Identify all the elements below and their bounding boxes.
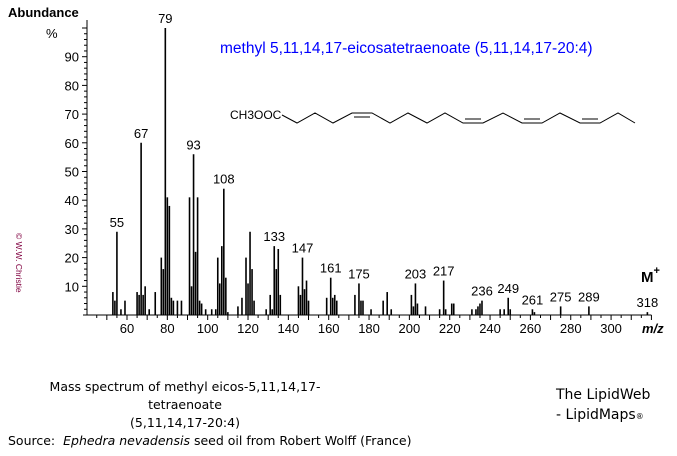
x-tick-label: 180 [358, 321, 380, 336]
peak-label-261: 261 [522, 292, 544, 307]
peak-label-203: 203 [405, 266, 427, 281]
source-line: Source: Ephedra nevadensis seed oil from… [8, 433, 411, 448]
registered-mark: ® [635, 412, 644, 421]
copyright-text: © W.W. Christie [14, 233, 24, 293]
molecular-ion-label: M+ [641, 265, 660, 286]
peak-label-275: 275 [550, 289, 572, 304]
brand-line-1: The LipidWeb [556, 387, 651, 403]
y-tick-label: 60 [65, 136, 79, 151]
structure-label: CH3OOC [230, 108, 282, 122]
y-tick-label: 30 [65, 222, 79, 237]
x-tick-label: 200 [399, 321, 421, 336]
brand: The LipidWeb - LipidMaps® [556, 385, 650, 427]
x-tick-label: 280 [560, 321, 582, 336]
brand-line-2: - LipidMaps® [556, 405, 650, 427]
x-tick-label: 80 [160, 321, 174, 336]
source-suffix: seed oil from Robert Wolff (France) [193, 433, 412, 448]
y-tick-label: 70 [65, 107, 79, 122]
peak-label-161: 161 [320, 261, 342, 276]
y-tick-label: 90 [65, 50, 79, 65]
caption-line-1: Mass spectrum of methyl eicos-5,11,14,17… [49, 379, 321, 412]
caption-line-2: (5,11,14,17-20:4) [130, 415, 240, 430]
peak-label-236: 236 [471, 284, 493, 299]
y-tick-label: 50 [65, 165, 79, 180]
peak-label-93: 93 [186, 137, 200, 152]
x-tick-label: 160 [318, 321, 340, 336]
x-tick-label: 140 [278, 321, 300, 336]
brand-name: - LipidMaps [556, 407, 636, 423]
x-tick-label: 100 [197, 321, 219, 336]
peak-label-318: 318 [637, 295, 659, 310]
x-tick-label: 220 [439, 321, 461, 336]
y-tick-label: 10 [65, 279, 79, 294]
peak-label-79: 79 [158, 11, 172, 26]
x-tick-label: 300 [600, 321, 622, 336]
y-tick-label: 40 [65, 193, 79, 208]
superscript-plus: + [654, 265, 660, 277]
y-tick-label: 80 [65, 78, 79, 93]
peak-label-67: 67 [134, 126, 148, 141]
caption: Mass spectrum of methyl eicos-5,11,14,17… [40, 378, 330, 432]
axes: 10 20 30 40 50 60 70 80 90 60 80 100 120 140 160 180 200… [65, 20, 652, 336]
peak-label-217: 217 [433, 264, 455, 279]
peak-label-175: 175 [348, 266, 370, 281]
chart-title: methyl 5,11,14,17-eicosatetraenoate (5,1… [220, 40, 593, 57]
y-axis-label: Abundance [8, 5, 79, 20]
x-tick-label: 120 [237, 321, 259, 336]
x-tick-label: 260 [520, 321, 542, 336]
carbon-chain [281, 112, 636, 124]
peaks [112, 28, 649, 315]
source-species: Ephedra nevadensis [63, 433, 190, 448]
x-tick-label: 60 [120, 321, 134, 336]
peak-label-289: 289 [578, 289, 600, 304]
y-axis-unit: % [46, 26, 58, 41]
source-prefix: Source: [8, 433, 56, 448]
peak-label-249: 249 [497, 281, 519, 296]
y-tick-label: 20 [65, 251, 79, 266]
peak-label-55: 55 [110, 215, 124, 230]
x-axis-label: m/z [642, 321, 664, 336]
chemical-structure: CH3OOC [230, 108, 636, 124]
x-tick-label: 240 [479, 321, 501, 336]
peak-label-108: 108 [213, 172, 235, 187]
peak-label-147: 147 [292, 241, 314, 256]
peak-label-133: 133 [263, 229, 285, 244]
